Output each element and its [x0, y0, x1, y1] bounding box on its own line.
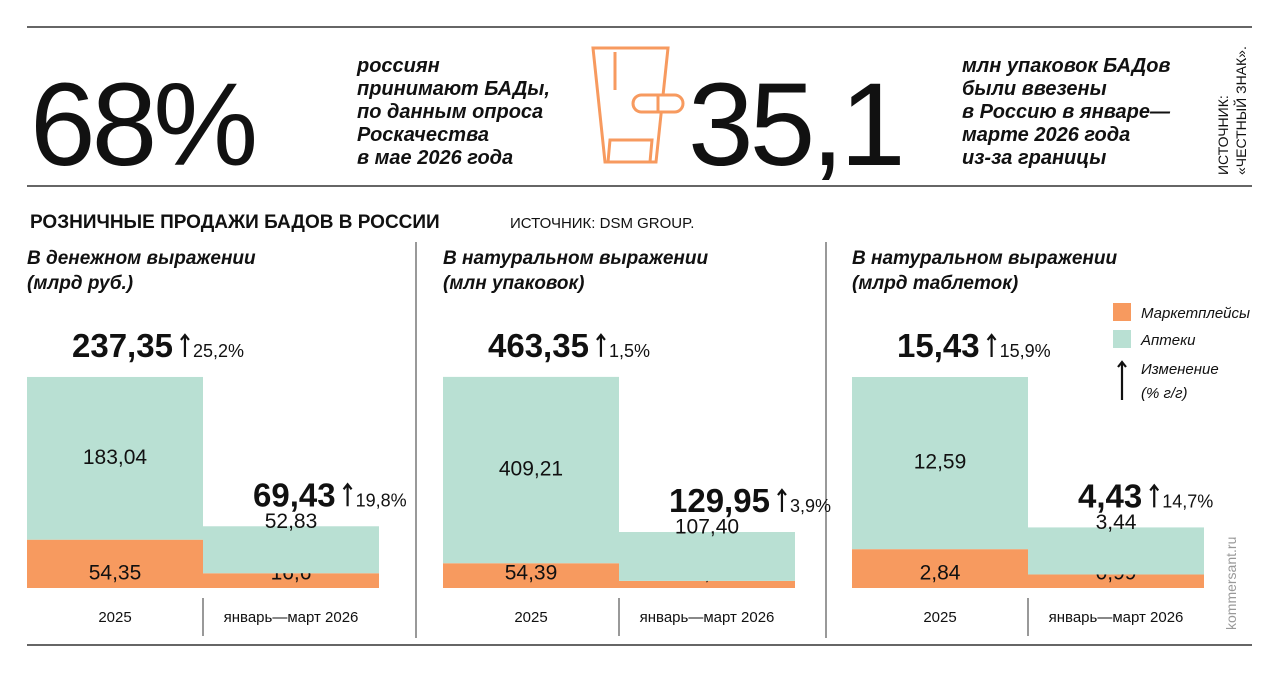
change-label: 19,8% [356, 490, 407, 510]
stat-text: Роскачества [357, 124, 489, 146]
legend-label: Маркетплейсы [1141, 305, 1250, 322]
watermark: kommersant.ru [1223, 537, 1239, 630]
segment-label: 52,83 [265, 510, 318, 533]
stat-text: были ввезены [962, 78, 1107, 100]
bar-segment [1028, 574, 1204, 588]
total-label: 237,35 [72, 327, 173, 364]
bar-segment [1028, 527, 1204, 575]
bar-segment [852, 377, 1028, 550]
x-tick-label: январь—март 2026 [640, 609, 775, 626]
chart-title: (млрд руб.) [27, 273, 133, 294]
bar-segment [27, 539, 203, 588]
bar-segment [443, 563, 619, 588]
stat-text: по данным опроса [357, 101, 543, 123]
change-label: 15,9% [1000, 341, 1051, 361]
legend-label: Изменение [1141, 361, 1219, 378]
section-title: РОЗНИЧНЫЕ ПРОДАЖИ БАДОВ В РОССИИ [30, 212, 440, 233]
change-arrow [342, 482, 353, 507]
bar-segment [443, 376, 619, 564]
stat-value: 68% [30, 59, 254, 191]
chart-title: (млрд таблеток) [852, 273, 1018, 294]
chart-title: В денежном выражении [27, 248, 256, 269]
chart-title: В натуральном выражении [852, 248, 1117, 269]
x-tick-label: январь—март 2026 [224, 609, 359, 626]
chart-title: (млн упаковок) [443, 273, 585, 294]
stat-text: марте 2026 года [962, 124, 1130, 146]
side-source: «ЧЕСТНЫЙ ЗНАК». [1232, 46, 1249, 175]
legend-label: (% г/г) [1141, 385, 1187, 402]
total-label: 4,43 [1078, 477, 1142, 514]
stat-text: россиян [356, 55, 440, 77]
bar-segment [852, 549, 1028, 588]
legend-arrow [1117, 360, 1127, 400]
stat-text: из-за границы [962, 147, 1106, 169]
segment-label: 3,44 [1096, 511, 1137, 534]
cup-icon [591, 46, 685, 164]
total-label: 69,43 [253, 476, 336, 513]
source: ИСТОЧНИК: DSM GROUP. [510, 215, 694, 232]
stat-text: млн упаковок БАДов [962, 55, 1171, 77]
stat-value: 35,1 [688, 59, 902, 191]
total-label: 15,43 [897, 327, 980, 364]
stat-text: принимают БАДы, [357, 78, 550, 100]
change-arrow [1149, 483, 1160, 508]
change-label: 25,2% [193, 341, 244, 361]
bar-segment [619, 580, 795, 588]
chart-title: В натуральном выражении [443, 248, 708, 269]
change-arrow [180, 333, 190, 357]
segment-label: 183,04 [83, 446, 148, 469]
legend-swatch [1113, 303, 1131, 321]
segment-label: 409,21 [499, 458, 563, 481]
change-arrow [777, 488, 787, 513]
bar-segment [203, 573, 379, 588]
x-tick-label: 2025 [923, 609, 956, 626]
stat-text: в Россию в январе— [962, 101, 1171, 123]
legend-label: Аптеки [1140, 332, 1196, 349]
legend-swatch [1113, 330, 1131, 348]
bar-segment [203, 526, 379, 574]
total-label: 129,95 [669, 482, 770, 519]
x-tick-label: январь—март 2026 [1049, 609, 1184, 626]
segment-label: 107,40 [675, 516, 739, 539]
segment-label: 12,59 [914, 451, 967, 474]
change-arrow [986, 333, 997, 357]
change-label: 1,5% [609, 341, 650, 361]
side-source: ИСТОЧНИК: [1215, 95, 1231, 175]
bar-segment [27, 376, 203, 540]
bar-segment [619, 532, 795, 581]
change-label: 3,9% [790, 496, 831, 516]
stat-text: в мае 2026 года [357, 147, 513, 169]
x-tick-label: 2025 [98, 609, 131, 626]
segment-label: 54,39 [505, 562, 558, 585]
segment-label: 54,35 [89, 562, 142, 585]
x-tick-label: 2025 [514, 609, 547, 626]
change-arrow [596, 333, 606, 357]
segment-label: 2,84 [920, 562, 961, 585]
total-label: 463,35 [488, 327, 589, 364]
change-label: 14,7% [1162, 491, 1213, 511]
